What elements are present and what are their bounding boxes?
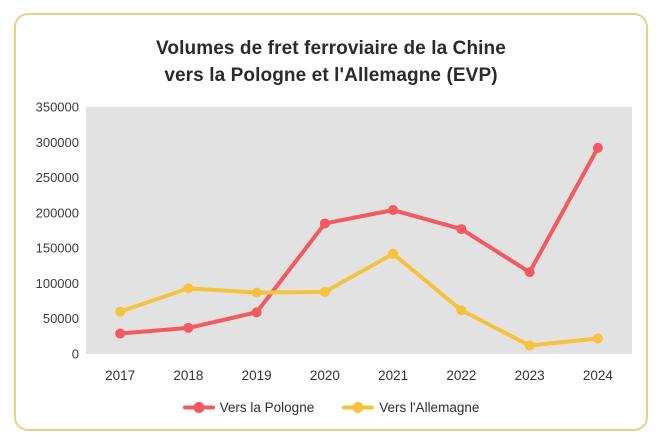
data-point (456, 224, 467, 235)
x-tick-label: 2023 (515, 368, 545, 383)
data-point (319, 218, 330, 229)
data-point (524, 340, 535, 351)
chart-title-line2: vers la Pologne et l'Allemagne (EVP) (164, 65, 498, 86)
legend-item-allemagne[interactable]: Vers l'Allemagne (342, 400, 479, 415)
chart-title: Volumes de fret ferroviaire de la Chine … (16, 35, 646, 89)
legend-label-pologne: Vers la Pologne (219, 400, 315, 415)
y-tick-label: 150000 (36, 241, 79, 256)
x-tick-label: 2018 (173, 368, 203, 383)
x-tick-label: 2020 (310, 368, 340, 383)
x-tick-label: 2024 (583, 368, 614, 383)
legend-label-allemagne: Vers l'Allemagne (379, 400, 480, 415)
plot-area (86, 107, 632, 354)
data-point (115, 328, 126, 339)
y-tick-label: 100000 (36, 276, 79, 291)
y-tick-label: 300000 (36, 135, 79, 150)
data-point (251, 287, 262, 298)
x-tick-label: 2022 (446, 368, 476, 383)
data-point (115, 306, 126, 317)
data-point (251, 307, 262, 318)
chart-title-line1: Volumes de fret ferroviaire de la Chine (156, 38, 506, 59)
data-point (388, 205, 399, 216)
x-tick-label: 2019 (242, 368, 272, 383)
data-point (183, 322, 194, 333)
x-tick-label: 2021 (378, 368, 408, 383)
data-point (592, 142, 603, 153)
line-marker-icon (182, 402, 215, 413)
chart-card: Volumes de fret ferroviaire de la Chine … (14, 13, 648, 431)
data-point (183, 283, 194, 294)
data-point (456, 305, 467, 316)
y-tick-label: 350000 (36, 100, 79, 115)
data-point (388, 248, 399, 259)
line-marker-icon (342, 402, 375, 413)
data-point (592, 333, 603, 344)
chart-canvas: 0 50000 100000 150000 200000 250000 300000 3500… (36, 100, 632, 383)
y-tick-label: 200000 (36, 205, 79, 220)
series-line (118, 145, 600, 336)
y-tick-label: 50000 (43, 311, 79, 326)
legend: Vers la Pologne Vers l'Allemagne (16, 400, 646, 415)
y-tick-label: 250000 (36, 170, 79, 185)
y-tick-label: 0 (72, 347, 79, 362)
data-point (524, 267, 535, 278)
data-point (319, 286, 330, 297)
series-line (118, 251, 600, 348)
legend-item-pologne[interactable]: Vers la Pologne (182, 400, 315, 415)
x-tick-label: 2017 (105, 368, 135, 383)
